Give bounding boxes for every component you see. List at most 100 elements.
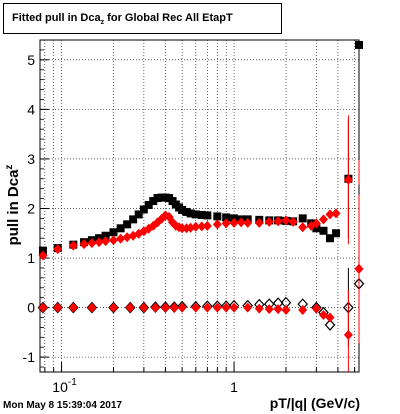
data-point [212,302,222,313]
data-point [343,174,353,185]
x-tick-label: 1 [230,379,238,395]
data-point [53,302,63,313]
data-point [298,222,308,233]
data-point [306,220,316,231]
data-point [191,210,200,219]
data-point [281,215,291,226]
data-point [160,302,170,313]
data-point [101,231,110,240]
x-tick-label-exponent: -1 [68,377,77,388]
plot-frame [39,39,360,373]
data-marks [37,40,365,372]
data-point [273,304,283,315]
data-point [325,312,335,323]
data-point [149,197,158,206]
y-tick-label: -1 [23,349,36,365]
data-point [254,303,264,314]
data-point [53,244,63,255]
data-point [202,220,212,231]
data-point [264,304,274,315]
data-point [178,205,187,214]
data-point [273,216,283,227]
data-point [229,217,239,228]
y-tick-label: 4 [27,101,35,117]
data-point [38,302,48,313]
y-tick-label: 5 [27,52,35,68]
data-point [325,209,335,220]
data-point [197,221,207,232]
data-point [229,302,239,313]
data-point [169,302,179,313]
data-point [108,302,118,313]
data-point [197,210,206,219]
data-point [331,208,341,219]
y-axis-label-sub: z [4,165,15,170]
data-point [243,217,253,228]
data-point [116,233,126,244]
chart-title: Fitted pull in Dcaz for Global Rec All E… [3,3,282,34]
data-point [116,224,125,233]
data-point [319,214,329,225]
data-point [122,232,132,243]
data-point [186,209,195,218]
data-point [101,236,111,247]
data-point [202,302,212,313]
data-point [212,219,222,230]
data-point [319,226,328,235]
y-tick-label: 3 [27,151,35,167]
data-point [222,213,231,222]
data-point [108,235,118,246]
x-tick-label: 10-1 [52,377,77,395]
data-point [332,229,341,238]
data-point [87,302,97,313]
data-point [354,263,364,274]
data-point [38,250,48,261]
data-point [144,201,153,210]
data-point [326,234,335,243]
data-point [254,217,264,228]
x-axis-label: pT/|q| (GeV/c) [270,395,360,411]
data-point [125,302,135,313]
data-point [94,237,104,248]
grid [40,40,359,372]
data-point [68,240,78,251]
data-point [153,194,162,203]
series-3 [38,194,364,372]
data-point [79,239,89,250]
data-point [288,216,298,227]
data-point [298,214,307,223]
data-point [182,207,191,216]
data-point [203,211,212,220]
data-point [139,205,148,214]
title-prefix: Fitted pull in Dca [12,12,101,24]
data-point [236,217,246,228]
y-axis-label: pull in Dcaz [4,165,22,246]
data-point [324,319,336,331]
data-point [311,303,321,314]
datestamp: Mon May 8 15:39:04 2017 [3,400,122,411]
data-point [150,302,160,313]
series-1 [38,115,364,372]
data-point [191,302,201,313]
data-point [139,302,149,313]
data-point [298,305,308,316]
data-point [281,305,291,316]
data-point [311,218,321,229]
data-point [191,221,201,232]
data-point [68,302,78,313]
data-point [87,238,97,249]
data-point [343,329,353,340]
title-subscript: z [100,19,105,27]
data-point [264,216,274,227]
axis-ticks: -1 0 1 2 3 4 5 10-1 1 [23,49,356,395]
data-point [221,302,231,313]
data-point [213,212,222,221]
data-point [123,220,132,229]
data-point [221,218,231,229]
y-tick-label: 0 [27,300,35,316]
data-point [177,302,187,313]
title-suffix: for Global Rec All EtapT [104,12,233,24]
data-point [134,210,143,219]
